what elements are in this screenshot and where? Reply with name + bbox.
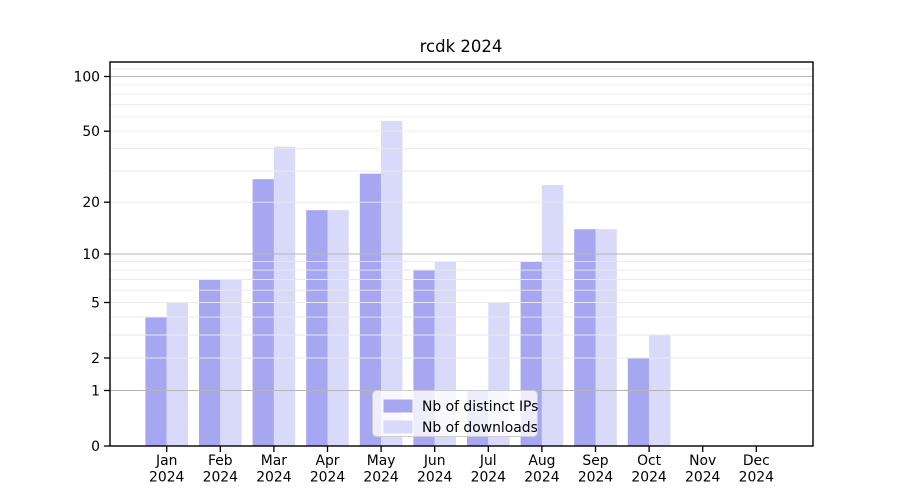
bar-distinct_ips-mar [252, 179, 274, 446]
x-tick-label-year-feb: 2024 [203, 470, 239, 486]
x-tick-label-month-mar: Mar [261, 453, 287, 469]
bar-distinct_ips-oct [627, 358, 650, 446]
x-tick-label-year-nov: 2024 [685, 470, 721, 486]
y-tick-label-0: 0 [91, 439, 100, 455]
bar-distinct_ips-jan [145, 317, 167, 446]
x-tick-label-month-sep: Sep [582, 453, 608, 469]
x-tick-label-month-may: May [367, 453, 396, 469]
legend-label-distinct-ips: Nb of distinct IPs [422, 399, 538, 415]
bar-downloads-mar [273, 146, 296, 446]
x-tick-label-month-oct: Oct [637, 453, 662, 469]
bar-distinct_ips-apr [306, 210, 328, 446]
bar-downloads-apr [327, 210, 349, 446]
x-tick-label-year-dec: 2024 [739, 470, 775, 486]
x-tick-label-year-oct: 2024 [631, 470, 667, 486]
y-tick-label-2: 2 [91, 351, 100, 367]
bar-distinct_ips-may [359, 173, 382, 446]
bar-downloads-feb [220, 279, 242, 446]
x-tick-label-year-jul: 2024 [471, 470, 507, 486]
x-tick-label-month-feb: Feb [208, 453, 233, 469]
x-tick-label-month-dec: Dec [743, 453, 770, 469]
chart-title: rcdk 2024 [420, 37, 503, 56]
bar-distinct_ips-feb [199, 279, 221, 446]
x-tick-label-month-jul: Jul [479, 453, 497, 469]
y-tick-label-5: 5 [91, 295, 100, 311]
plot-border [109, 61, 814, 447]
x-tick-label-year-jan: 2024 [149, 470, 185, 486]
bar-series-group [145, 120, 671, 447]
x-tick-label-month-jun: Jun [423, 453, 446, 469]
x-tick-label-year-apr: 2024 [310, 470, 346, 486]
x-tick-label-month-apr: Apr [315, 453, 339, 469]
y-tick-label-100: 100 [73, 69, 100, 85]
x-tick-label-year-mar: 2024 [256, 470, 292, 486]
legend: Nb of distinct IPs Nb of downloads [372, 390, 538, 437]
y-tick-label-20: 20 [82, 195, 100, 211]
x-tick-label-month-jan: Jan [155, 453, 177, 469]
bar-downloads-aug [541, 185, 564, 446]
legend-swatch-distinct-ips-icon [383, 399, 413, 413]
y-tick-label-50: 50 [82, 124, 100, 140]
x-tick-label-year-aug: 2024 [524, 470, 560, 486]
y-tick-label-10: 10 [82, 247, 100, 263]
x-axis: Jan2024Feb2024Mar2024Apr2024May2024Jun20… [149, 446, 774, 486]
x-tick-label-month-nov: Nov [689, 453, 716, 469]
bar-downloads-sep [595, 229, 617, 446]
legend-swatch-downloads-icon [383, 420, 413, 434]
bar-downloads-jan [166, 302, 188, 446]
x-tick-label-month-aug: Aug [528, 453, 555, 469]
y-tick-label-1: 1 [91, 383, 100, 399]
x-tick-label-year-jun: 2024 [417, 470, 453, 486]
legend-box [372, 390, 538, 437]
x-tick-label-year-sep: 2024 [578, 470, 614, 486]
legend-label-downloads: Nb of downloads [422, 420, 538, 436]
x-tick-label-year-may: 2024 [363, 470, 399, 486]
bar-distinct_ips-sep [574, 229, 596, 446]
